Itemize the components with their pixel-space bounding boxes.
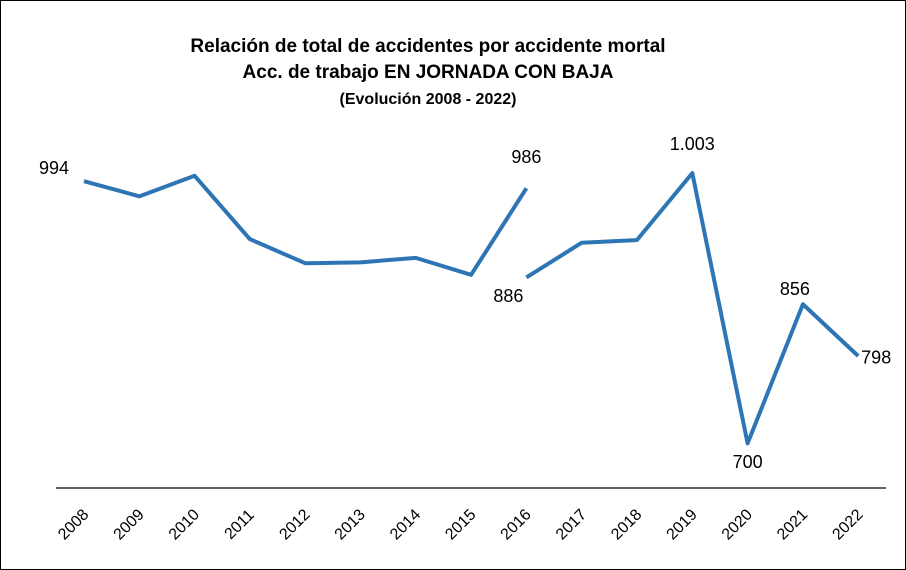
data-label: 986 (511, 147, 541, 167)
chart-title: Relación de total de accidentes por acci… (190, 36, 665, 57)
data-label: 700 (733, 452, 763, 472)
data-label: 886 (493, 286, 523, 306)
data-label: 856 (780, 279, 810, 299)
line-series (525, 171, 860, 446)
chart-subtitle: (Evolución 2008 - 2022) (340, 91, 517, 108)
data-label: 798 (861, 348, 891, 368)
data-label: 1.003 (670, 134, 715, 154)
data-label: 994 (39, 158, 69, 178)
chart-title: Acc. de trabajo EN JORNADA CON BAJA (243, 62, 614, 83)
line-series (83, 173, 529, 277)
